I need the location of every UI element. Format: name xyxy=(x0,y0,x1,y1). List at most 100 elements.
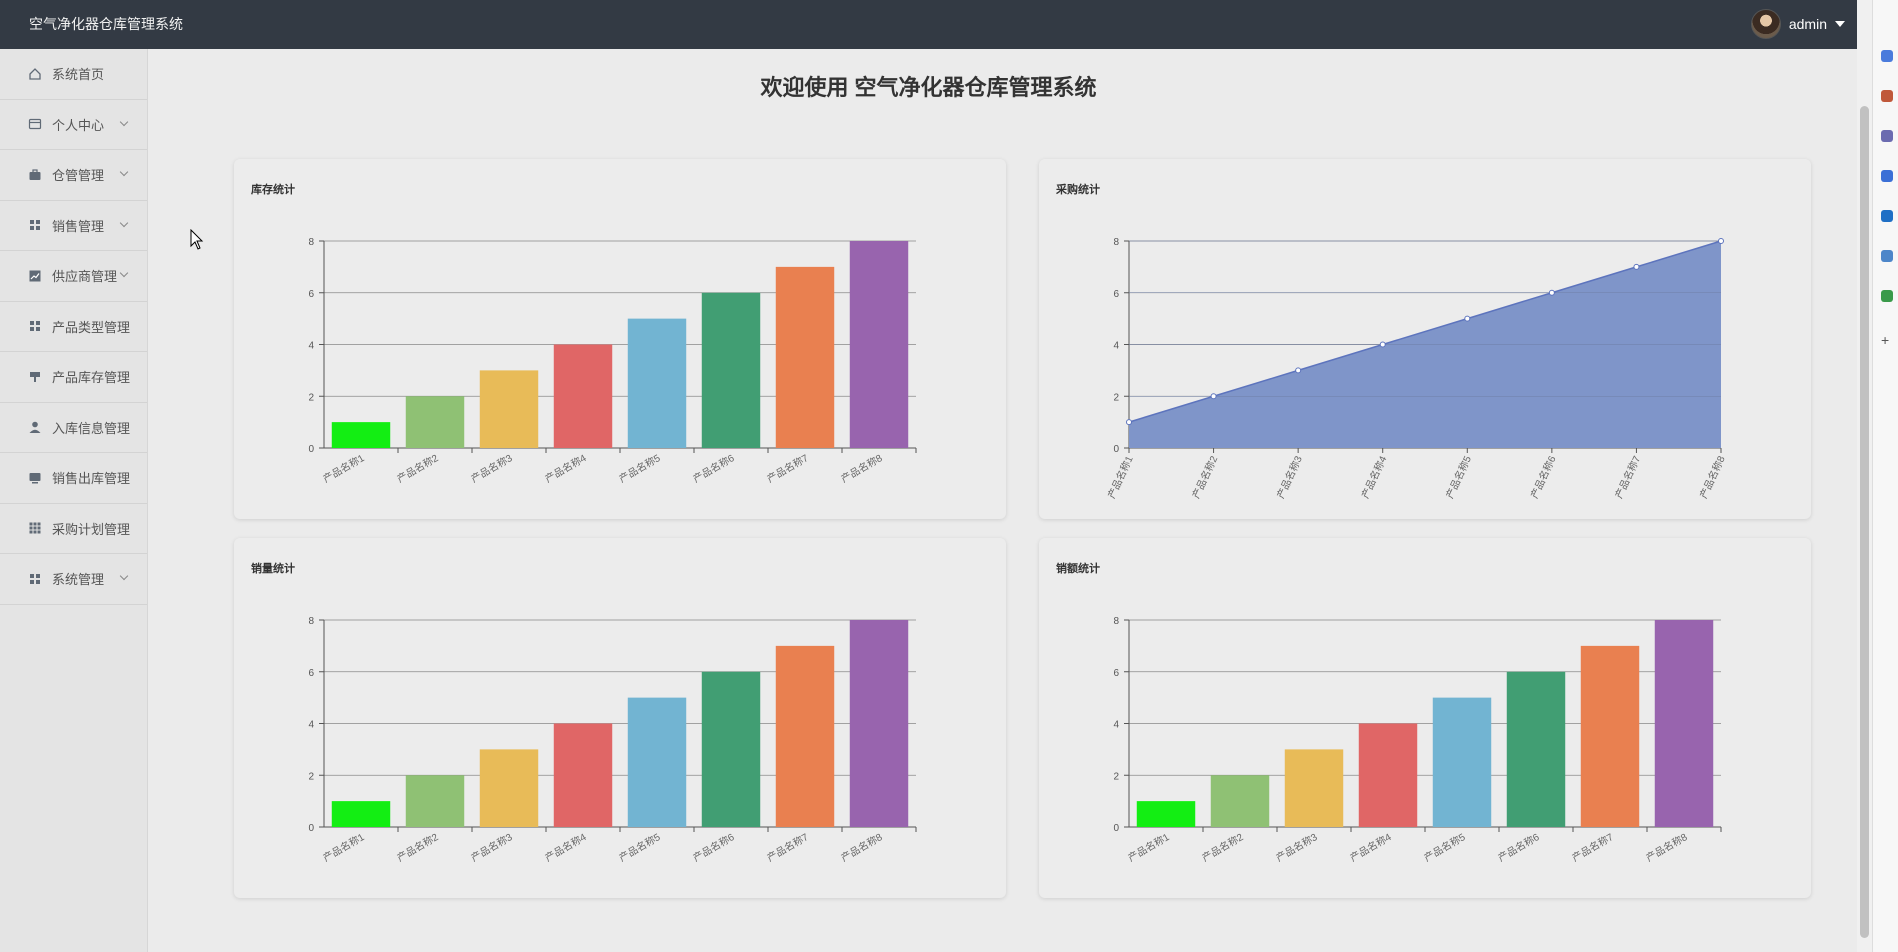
y-tick-label: 6 xyxy=(308,289,314,300)
x-tick-label: 产品名称5 xyxy=(617,830,663,864)
user-name[interactable]: admin xyxy=(1788,16,1827,32)
sidebar-item-home[interactable]: 系统首页 xyxy=(0,49,147,100)
stand-icon xyxy=(30,371,40,382)
browser-side-toolbar: + xyxy=(1872,0,1898,952)
x-tick-label: 产品名称4 xyxy=(543,451,589,485)
chart-card-inventory: 库存统计 0 2 4 6 8 产品名称1 产品名称2 产品名称3 产品名称4 产品名称5 产品名称6… xyxy=(234,159,1006,519)
sidebar-item-sales-management[interactable]: 销售管理 xyxy=(0,201,147,251)
y-tick-label: 8 xyxy=(1113,616,1119,627)
person-icon[interactable] xyxy=(1881,130,1893,142)
bar xyxy=(331,422,391,448)
extension-icon[interactable] xyxy=(1881,50,1893,62)
add-icon[interactable]: + xyxy=(1881,332,1890,348)
sidebar-item-product-inventory-management[interactable]: 产品库存管理 xyxy=(0,352,147,403)
monitor-icon xyxy=(29,472,41,484)
bar xyxy=(553,344,613,448)
mouse-cursor-icon xyxy=(190,229,204,250)
chart-plot: 0 2 4 6 8 产品名称1 产品名称2 产品名称3 产品名称4 产品名称5 产品名称6 产品名称7… xyxy=(308,237,917,485)
bar xyxy=(1506,671,1566,827)
y-tick-label: 6 xyxy=(1113,289,1119,300)
page-title: 欢迎使用 空气净化器仓库管理系统 xyxy=(760,75,1097,100)
chevron-down-icon xyxy=(119,268,129,278)
send-icon[interactable] xyxy=(1881,250,1893,262)
x-tick-label: 产品名称2 xyxy=(1200,830,1246,864)
x-tick-label: 产品名称7 xyxy=(765,451,811,485)
bar xyxy=(775,266,835,448)
sidebar-item-label: 销售出库管理 xyxy=(52,471,131,487)
x-tick-label: 产品名称1 xyxy=(1105,453,1136,500)
chevron-down-icon xyxy=(119,218,129,227)
sidebar-item-supplier-management[interactable]: 供应商管理 xyxy=(0,251,147,302)
bar xyxy=(405,775,465,827)
bar xyxy=(849,620,909,827)
sidebar-item-product-type-management[interactable]: 产品类型管理 xyxy=(0,302,147,352)
grid-icon xyxy=(30,220,40,231)
data-point xyxy=(1464,315,1471,322)
vertical-scrollbar[interactable] xyxy=(1857,0,1872,952)
y-tick-label: 2 xyxy=(1113,392,1119,403)
y-tick-label: 0 xyxy=(308,823,314,834)
chevron-down-icon xyxy=(119,571,129,581)
bar xyxy=(1654,620,1714,827)
scrollbar-thumb[interactable] xyxy=(1860,106,1869,938)
inventory-chart: 0 2 4 6 8 产品名称1 产品名称2 产品名称3 产品名称4 产品名称5 产品名称6 产品名称7… xyxy=(308,237,917,485)
x-tick-label: 产品名称1 xyxy=(321,830,367,864)
y-tick-label: 4 xyxy=(1113,720,1119,731)
bar xyxy=(627,697,687,827)
person-icon xyxy=(29,421,41,434)
chart-plot: 0 2 4 6 8 产品名称1 产品名称2 产品名称3 产品名称4 产品名称5 产品名称6 产品名称7… xyxy=(308,616,917,864)
y-tick-label: 2 xyxy=(308,771,314,782)
id-card-icon xyxy=(28,119,42,130)
app-title: 空气净化器仓库管理系统 xyxy=(29,16,183,32)
bar xyxy=(775,645,835,827)
bar xyxy=(1580,645,1640,827)
x-tick-label: 产品名称4 xyxy=(1348,830,1394,864)
sidebar-item-sales-outbound-management[interactable]: 销售出库管理 xyxy=(0,453,147,504)
data-point xyxy=(1548,289,1555,296)
sidebar-item-label: 系统管理 xyxy=(52,572,105,588)
y-tick-label: 8 xyxy=(308,616,314,627)
chart-plot: 0 2 4 6 8 产品名称1 产品名称2 产品名称3 产品名称4 产品名称5 产品名称6 产品名称7… xyxy=(1105,237,1728,501)
x-tick-label: 产品名称1 xyxy=(321,451,367,485)
data-point xyxy=(1210,393,1217,400)
x-tick-label: 产品名称2 xyxy=(1189,453,1220,500)
x-tick-label: 产品名称6 xyxy=(1528,453,1559,500)
sidebar-item-warehouse-management[interactable]: 仓管管理 xyxy=(0,150,147,201)
x-tick-label: 产品名称3 xyxy=(469,830,515,864)
y-tick-label: 4 xyxy=(1113,341,1119,352)
x-tick-label: 产品名称6 xyxy=(691,451,737,485)
x-tick-label: 产品名称8 xyxy=(839,830,885,864)
y-tick-label: 0 xyxy=(308,444,314,455)
x-tick-label: 产品名称7 xyxy=(1612,453,1643,500)
chart-title: 采购统计 xyxy=(1056,184,1100,196)
x-tick-label: 产品名称5 xyxy=(617,451,663,485)
bar xyxy=(1136,801,1196,827)
bar xyxy=(1432,697,1492,827)
outlook-icon[interactable] xyxy=(1881,210,1893,222)
sidebar-item-personal-center[interactable]: 个人中心 xyxy=(0,100,147,150)
data-point xyxy=(1379,341,1386,348)
y-tick-label: 4 xyxy=(308,341,314,352)
sidebar-item-purchase-plan-management[interactable]: 采购计划管理 xyxy=(0,504,147,554)
gear-icon[interactable] xyxy=(1881,170,1893,182)
x-tick-label: 产品名称7 xyxy=(765,830,811,864)
y-tick-label: 6 xyxy=(1113,668,1119,679)
y-tick-label: 6 xyxy=(308,668,314,679)
tree-icon[interactable] xyxy=(1881,290,1893,302)
y-tick-label: 8 xyxy=(308,237,314,248)
data-point xyxy=(1633,263,1640,270)
caret-down-icon[interactable] xyxy=(1835,21,1845,27)
bar xyxy=(701,292,761,448)
briefcase-icon[interactable] xyxy=(1881,90,1893,102)
sidebar-item-system-management[interactable]: 系统管理 xyxy=(0,554,147,605)
chart-title: 库存统计 xyxy=(251,184,295,196)
series-line xyxy=(1128,240,1722,423)
user-menu[interactable]: admin xyxy=(1750,9,1845,39)
sidebar-item-inbound-management[interactable]: 入库信息管理 xyxy=(0,403,147,453)
chart-card-purchase: 采购统计 0 2 4 6 8 产品名称1 产品名称2 产品名称3 产品名称4 产品名称5 产品名称6… xyxy=(1039,159,1811,519)
avatar[interactable] xyxy=(1750,9,1781,39)
bar xyxy=(405,396,465,448)
chart-icon xyxy=(29,270,41,282)
chart-card-sales-amount: 销额统计 0 2 4 6 8 产品名称1 产品名称2 产品名称3 产品名称4 产品名称5 产品名称6… xyxy=(1039,538,1811,898)
chart-card-sales-volume: 销量统计 0 2 4 6 8 产品名称1 产品名称2 产品名称3 产品名称4 产品名称5 产品名称6… xyxy=(234,538,1006,898)
